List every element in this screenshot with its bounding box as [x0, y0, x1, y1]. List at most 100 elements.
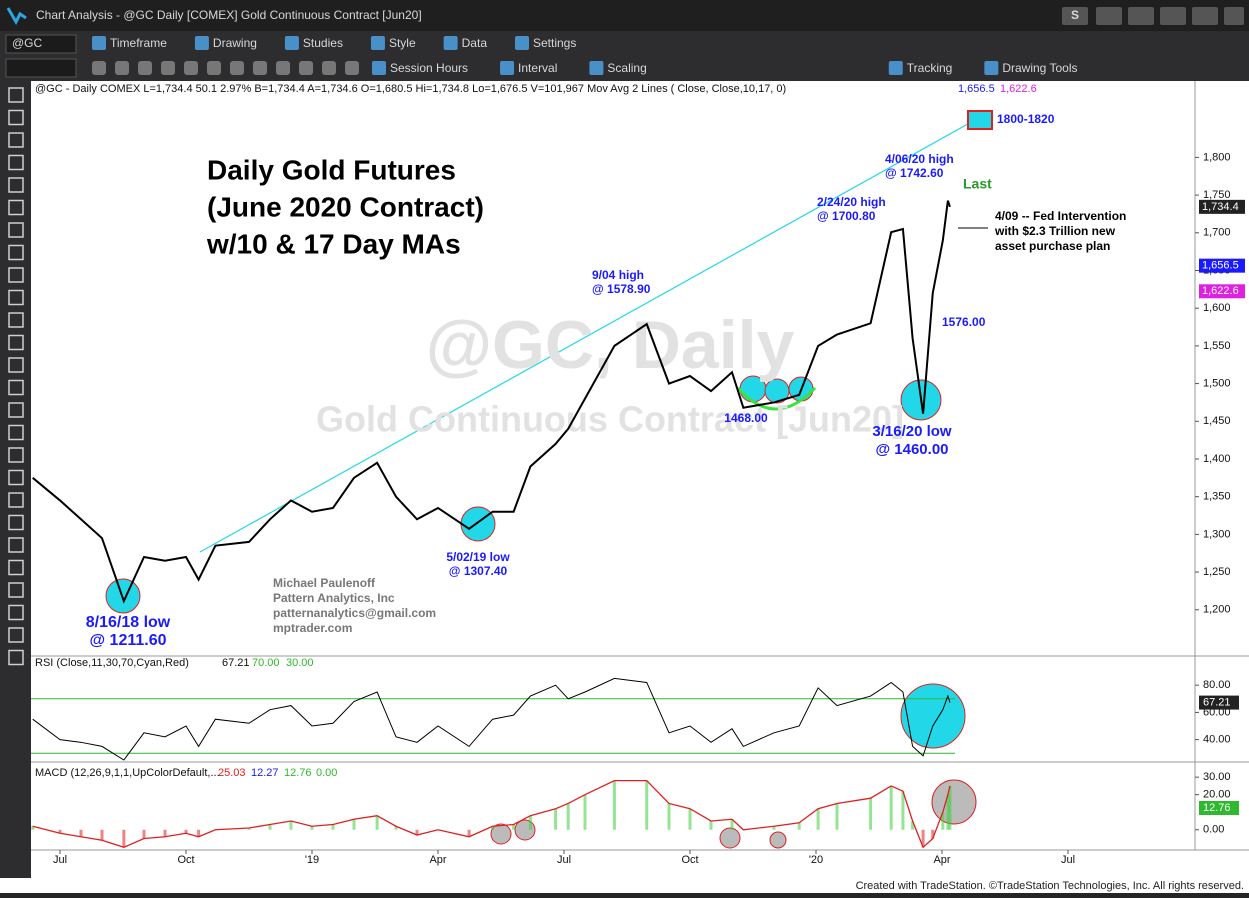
drawing-tool[interactable] — [8, 627, 24, 643]
y-tick-label: 1,550 — [1203, 340, 1231, 352]
tool-icon[interactable] — [253, 61, 267, 75]
chart-title: Daily Gold Futures — [207, 154, 456, 185]
toolbar-icon[interactable] — [194, 36, 209, 50]
toolbar-icon[interactable] — [372, 61, 386, 75]
price-box-label: 1,734.4 — [1202, 201, 1239, 213]
drawing-tool[interactable] — [8, 559, 24, 576]
chart-title: w/10 & 17 Day MAs — [206, 228, 461, 259]
symbol[interactable]: @GC — [12, 36, 43, 50]
toolbar-item[interactable]: Tracking — [907, 61, 953, 75]
toolbar-icon[interactable] — [589, 61, 604, 75]
toolbar-item[interactable]: Session Hours — [390, 61, 468, 75]
drawing-tool[interactable] — [8, 199, 24, 216]
drawing-tool[interactable] — [8, 357, 24, 373]
x-tick-label: Apr — [933, 854, 950, 866]
drawing-tool[interactable] — [8, 177, 24, 193]
highlight — [460, 506, 496, 542]
toolbar-icon[interactable] — [888, 61, 903, 75]
interval-box[interactable] — [5, 58, 77, 78]
toolbar-item[interactable]: Drawing Tools — [1002, 61, 1077, 75]
drawing-tool[interactable] — [8, 447, 24, 463]
drawing-tool[interactable] — [8, 312, 24, 328]
drawing-tool[interactable] — [8, 289, 24, 306]
y-tick-label: 1,300 — [1203, 528, 1231, 540]
toolbar-item[interactable]: Timeframe — [110, 36, 167, 50]
annotation: @ 1700.80 — [817, 209, 876, 223]
toolbar-icon[interactable] — [515, 36, 529, 50]
s-button-label[interactable]: S — [1071, 8, 1079, 22]
annotation: 1576.00 — [942, 315, 986, 329]
rsi-reading: 67.21 — [222, 657, 250, 669]
annotation: 3/16/20 low — [872, 423, 952, 440]
maximize[interactable] — [1128, 7, 1154, 25]
toolbar-item[interactable]: Studies — [303, 36, 343, 50]
tool-icon[interactable] — [184, 61, 198, 75]
tool-icon[interactable] — [207, 61, 221, 75]
toolbar-icon[interactable] — [284, 36, 299, 50]
minimize[interactable] — [1096, 7, 1122, 25]
tool-icon[interactable] — [138, 61, 152, 75]
drawing-tool[interactable] — [8, 604, 24, 621]
toolbar-item[interactable]: Style — [389, 36, 416, 50]
tool-icon[interactable] — [299, 61, 313, 75]
annotation: 1800-1820 — [997, 112, 1055, 126]
drawing-tool[interactable] — [8, 132, 24, 148]
drawing-tool[interactable] — [8, 87, 24, 103]
x-tick-label: '20 — [809, 854, 823, 866]
toolbar-icon[interactable] — [443, 36, 458, 50]
drawing-tool[interactable] — [8, 109, 24, 126]
drawing-tool[interactable] — [8, 379, 24, 396]
annotation: 9/04 high — [592, 268, 644, 282]
toolbar-item[interactable]: Scaling — [607, 61, 646, 75]
price-box-label: 1,622.6 — [1202, 285, 1239, 297]
annotation: 2/24/20 high — [817, 195, 886, 209]
drawing-tool[interactable] — [8, 492, 24, 508]
tool-icon[interactable] — [276, 61, 290, 75]
price-box-label: 1,656.5 — [1202, 260, 1239, 272]
toolbar-icon[interactable] — [92, 36, 106, 50]
drawing-tool[interactable] — [8, 469, 24, 486]
price-box — [1199, 284, 1245, 299]
close[interactable] — [1224, 7, 1244, 25]
watermark: @GC, Daily — [426, 307, 795, 383]
restore[interactable] — [1160, 7, 1186, 25]
x-tick-label: Oct — [681, 854, 698, 866]
drawing-tool[interactable] — [8, 424, 24, 441]
toolbar-icon[interactable] — [984, 61, 999, 75]
drawing-tool[interactable] — [8, 267, 24, 283]
s-button[interactable] — [1062, 7, 1088, 25]
app-icon — [6, 7, 27, 26]
toolbar-item[interactable]: Data — [462, 36, 488, 50]
drawing-tool[interactable] — [8, 582, 24, 598]
tool-icon[interactable] — [230, 61, 244, 75]
symbol-box[interactable] — [5, 34, 77, 54]
drawing-tool[interactable] — [8, 334, 24, 351]
tool-icon[interactable] — [115, 61, 129, 75]
toolbar-item[interactable]: Interval — [518, 61, 557, 75]
annotation: 1468.00 — [724, 411, 768, 425]
drawing-tool[interactable] — [8, 402, 24, 418]
macd-reading: 12.76 — [284, 767, 312, 779]
x-tick-label: Oct — [177, 854, 194, 866]
toolbar-icon[interactable] — [500, 61, 515, 75]
tool-icon[interactable] — [92, 61, 106, 75]
drawing-tool[interactable] — [8, 649, 24, 666]
tool-icon[interactable] — [161, 61, 175, 75]
tool-icon[interactable] — [322, 61, 336, 75]
toolbar-item[interactable]: Settings — [533, 36, 576, 50]
drawing-tool[interactable] — [8, 244, 24, 261]
rsi-reading: 70.00 — [252, 657, 280, 669]
drawing-tool[interactable] — [8, 222, 24, 238]
drawing-tool[interactable] — [8, 537, 24, 553]
highlight — [490, 823, 512, 845]
toolbar-item[interactable]: Drawing — [213, 36, 257, 50]
close[interactable] — [1192, 7, 1218, 25]
toolbar-icon[interactable] — [370, 36, 385, 50]
tool-icon[interactable] — [345, 61, 359, 75]
target-box — [967, 110, 993, 130]
footer: Created with TradeStation. ©TradeStation… — [856, 880, 1244, 892]
author: mptrader.com — [273, 621, 352, 635]
drawing-tool[interactable] — [8, 154, 24, 171]
author: Michael Paulenoff — [273, 576, 376, 590]
drawing-tool[interactable] — [8, 514, 24, 531]
